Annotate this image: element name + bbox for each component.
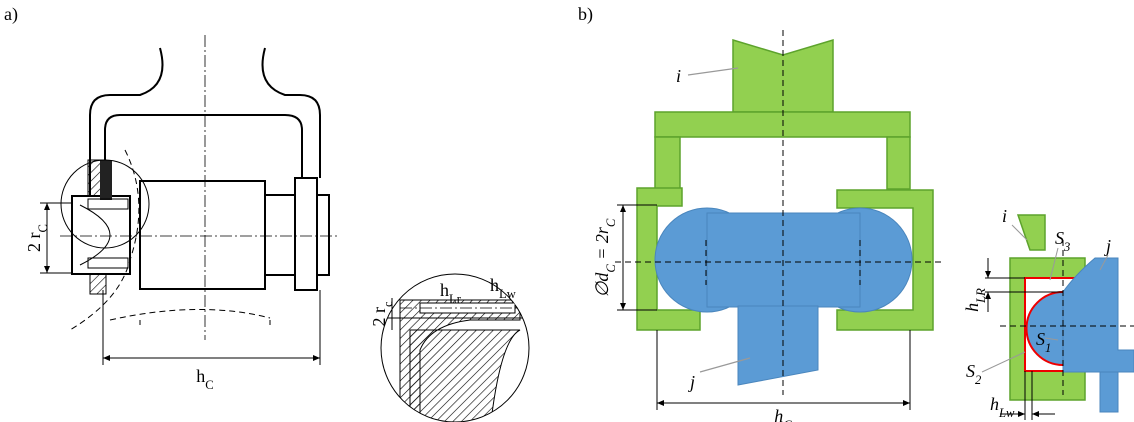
label: 2 rC	[24, 224, 50, 252]
label-subscript: C	[205, 378, 213, 392]
label-text: h	[990, 394, 999, 414]
label-text: j	[688, 372, 695, 392]
label: hC	[196, 366, 213, 392]
label-subscript: C	[783, 418, 792, 422]
label: 2 rc	[369, 301, 395, 327]
panel-label: b)	[578, 4, 593, 25]
label: hC	[774, 406, 792, 422]
label: i	[676, 66, 681, 86]
label: hLw	[490, 275, 517, 301]
label-subscript: Lw	[499, 287, 517, 301]
label-text: h	[490, 275, 499, 295]
label-text: S	[966, 361, 975, 381]
label: j	[1104, 236, 1111, 256]
label-subscript: 1	[1045, 341, 1051, 355]
label-text: S	[1036, 329, 1045, 349]
label: hLR	[962, 288, 988, 312]
panel-label: a)	[4, 4, 18, 25]
label-subscript: C	[36, 224, 50, 232]
label-text: 2 r	[24, 232, 44, 252]
label-text: j	[1104, 236, 1111, 256]
label-text: ∅d	[592, 272, 612, 298]
label-text: = 2r	[592, 226, 612, 264]
label-text: h	[774, 406, 783, 422]
figure: a)b)2 rChC2 rchLrhLwij∅dC = 2rChCijS3S1S…	[0, 0, 1134, 422]
label: j	[688, 372, 695, 392]
label: S2	[966, 361, 982, 387]
label-text: S	[1055, 228, 1064, 248]
label-subscript: 2	[975, 373, 982, 387]
label-text: h	[196, 366, 205, 386]
label-text: h	[962, 303, 982, 312]
label-text: 2 r	[369, 307, 389, 327]
label-text: i	[1002, 206, 1007, 226]
label-text: i	[676, 66, 681, 86]
panel-b-drawing	[615, 30, 945, 410]
panel-a-drawing	[40, 35, 340, 365]
label-text: h	[440, 280, 449, 300]
label: i	[1002, 206, 1007, 226]
label: ∅dC = 2rC	[592, 218, 618, 297]
label-subscript: c	[381, 301, 395, 307]
label-subscript: Lr	[449, 292, 462, 306]
label-subscript: Lw	[998, 406, 1015, 420]
label-subscript: LR	[974, 288, 988, 304]
label-subscript: 3	[1063, 240, 1070, 254]
label-subscript: C	[604, 218, 618, 227]
